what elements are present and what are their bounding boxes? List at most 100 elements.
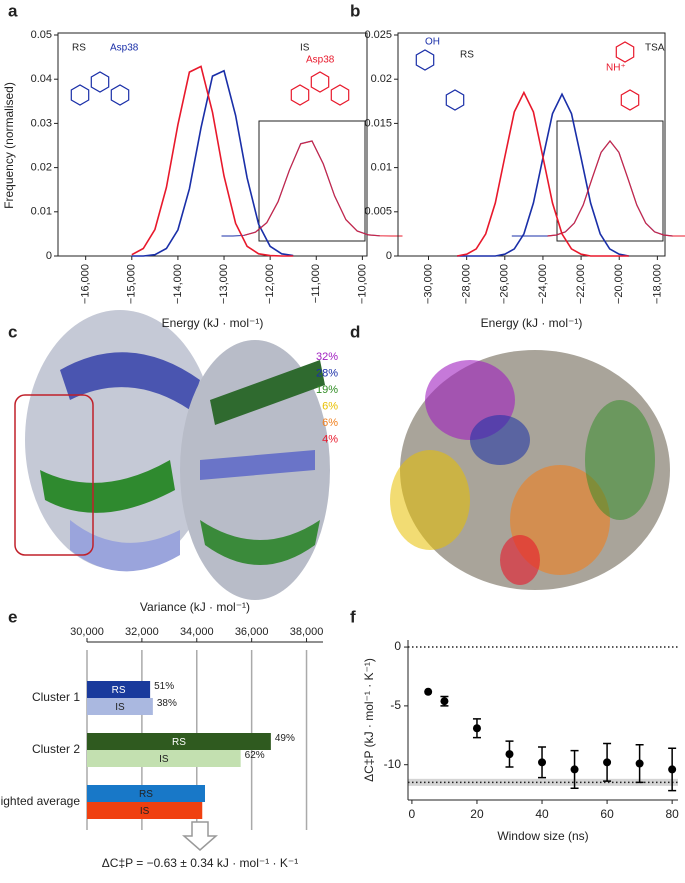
x-tick-label: 36,000 [235,626,269,638]
y-tick-label: 0.05 [31,29,52,41]
y-tick-label: 0.005 [364,206,392,218]
population-label: 19% [316,384,338,396]
x-tick-label: −13,000 [218,264,230,304]
y-axis-label: ΔC‡P (kJ · mol⁻¹ · K⁻¹) [362,658,376,782]
inset-frame [557,121,663,241]
data-point [668,765,676,773]
structure-label: NH⁺ [606,63,626,74]
data-point [505,750,513,758]
structure-label: IS [300,43,310,54]
result-formula: ΔC‡P = −0.63 ± 0.34 kJ · mol⁻¹ · K⁻¹ [102,856,298,870]
x-tick-label: 20 [470,807,484,821]
share-label: 49% [275,733,295,744]
y-tick-label: 0.02 [371,73,392,85]
y-tick-label: 0 [394,639,401,653]
series-label: IS [159,754,169,765]
share-label: 51% [154,681,174,692]
molecule-ring [311,72,328,92]
population-label: 28% [316,367,338,379]
x-axis-label: Energy (kJ · mol⁻¹) [481,316,583,330]
molecule-ring [621,90,638,110]
population-label: 4% [322,433,338,445]
panel-letter: e [8,607,17,626]
population-label: 32% [316,351,338,363]
share-label: 38% [157,698,177,709]
y-tick-label: -10 [384,757,402,771]
category-label: Cluster 2 [32,742,80,756]
x-tick-label: −11,000 [310,264,322,303]
x-tick-label: 0 [409,807,416,821]
data-point [473,724,481,732]
y-axis-label: Frequency (normalised) [2,82,16,209]
y-tick-label: 0.02 [31,162,52,174]
panel-letter: d [350,322,360,341]
series-label: RS [172,737,186,748]
x-tick-label: 60 [600,807,614,821]
data-point [571,765,579,773]
x-tick-label: 30,000 [70,626,104,638]
x-tick-label: −18,000 [651,264,663,304]
y-tick-label: 0 [386,250,392,262]
panel-letter: a [8,1,18,20]
population-label: 6% [322,417,338,429]
molecule-ring [416,50,433,70]
data-point [603,758,611,766]
x-tick-label: −20,000 [613,264,625,304]
x-tick-label: 34,000 [180,626,214,638]
y-tick-label: 0 [46,250,52,262]
molecule-ring [71,85,88,105]
structure-label: RS [72,43,86,54]
data-point [440,697,448,705]
y-tick-label: -5 [390,698,401,712]
category-label: Cluster 1 [32,690,80,704]
series-label: IS [115,702,125,713]
structure-label: TSA [645,43,665,54]
ensemble [390,450,470,550]
protein-structure-c [15,310,330,600]
series-label: IS [140,806,150,817]
share-label: 62% [245,750,265,761]
protein-structure-d [390,350,670,590]
ensemble [500,535,540,585]
molecule-ring [111,85,128,105]
x-axis-label: Window size (ns) [497,829,588,843]
arrow [184,822,216,850]
structure-label: Asp38 [110,43,139,54]
data-point [538,758,546,766]
x-tick-label: 80 [665,807,679,821]
y-tick-label: 0.03 [31,117,52,129]
y-tick-label: 0.025 [364,29,392,41]
axis-title: Variance (kJ · mol⁻¹) [140,600,250,614]
population-label: 6% [322,400,338,412]
data-point [424,688,432,696]
x-tick-label: −24,000 [537,264,549,304]
x-axis-label: Energy (kJ · mol⁻¹) [162,316,264,330]
structure-label: RS [460,50,474,61]
series-label: RS [112,685,126,696]
series-label: RS [139,789,153,800]
panel-letter: f [350,607,356,626]
x-tick-label: −16,000 [80,264,92,304]
x-tick-label: −30,000 [422,264,434,304]
structure-label: Asp38 [306,55,335,66]
molecule-ring [91,72,108,92]
x-tick-label: −10,000 [356,264,368,304]
x-tick-label: −15,000 [126,264,138,304]
x-tick-label: 32,000 [125,626,159,638]
panel-letter: b [350,1,360,20]
x-tick-label: −22,000 [575,264,587,304]
y-tick-label: 0.015 [364,117,392,129]
molecule-ring [446,90,463,110]
y-tick-label: 0.04 [31,73,52,85]
molecule-ring [331,85,348,105]
x-tick-label: −14,000 [172,264,184,304]
x-tick-label: 40 [535,807,549,821]
y-tick-label: 0.01 [371,162,392,174]
data-point [636,760,644,768]
structure-label: OH [425,37,440,48]
x-tick-label: −12,000 [264,264,276,304]
y-tick-label: 0.01 [31,206,52,218]
molecule-ring [291,85,308,105]
panel-letter: c [8,322,17,341]
